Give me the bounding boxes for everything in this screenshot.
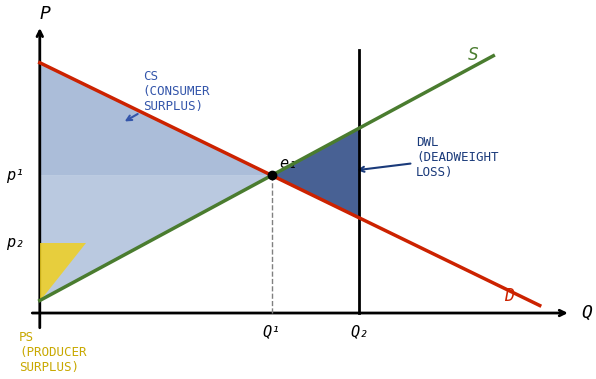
Text: P: P [39, 5, 51, 23]
Text: Q₂: Q₂ [350, 324, 368, 339]
Polygon shape [40, 63, 272, 175]
Text: CS
(CONSUMER
SURPLUS): CS (CONSUMER SURPLUS) [127, 70, 210, 120]
Text: p¹: p¹ [6, 168, 24, 183]
Text: PS
(PRODUCER
SURPLUS): PS (PRODUCER SURPLUS) [19, 330, 86, 374]
Text: Q¹: Q¹ [263, 324, 281, 339]
Text: D: D [504, 287, 514, 304]
Text: Q: Q [581, 304, 592, 322]
Polygon shape [40, 175, 272, 301]
Text: S: S [468, 46, 479, 64]
Text: e₁: e₁ [280, 156, 297, 171]
Polygon shape [40, 243, 86, 301]
Text: p₂: p₂ [6, 235, 24, 251]
Polygon shape [272, 128, 359, 218]
Text: DWL
(DEADWEIGHT
LOSS): DWL (DEADWEIGHT LOSS) [359, 136, 498, 179]
